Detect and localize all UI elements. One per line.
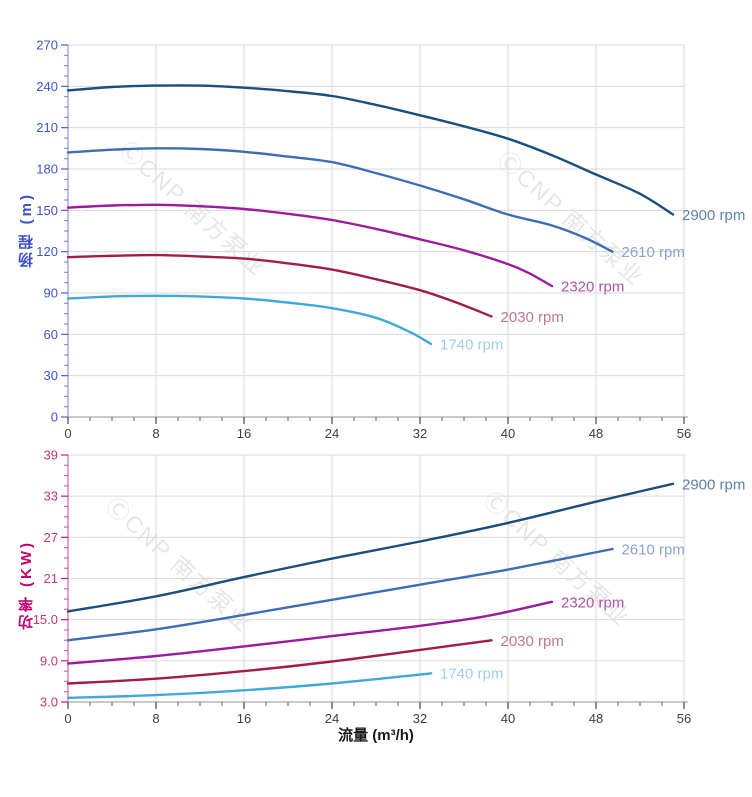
x-tick-label: 16 [237, 426, 251, 441]
y-tick-label: 33 [44, 489, 58, 504]
curve-2900-rpm [66, 482, 675, 613]
y-tick-label: 90 [44, 286, 58, 301]
head-axis-title: 扬程 (m) [18, 192, 35, 268]
curve-2030-rpm [66, 253, 493, 318]
curve-label-2900-rpm: 2900 rpm [682, 207, 745, 224]
x-tick-label: 32 [413, 426, 427, 441]
head-chart: ⒸCNP 南方泵业 ⒸCNP 南方泵业0306090120150180210240… [36, 38, 745, 442]
curve-label-2030-rpm: 2030 rpm [501, 633, 564, 650]
curve-label-2610-rpm: 2610 rpm [622, 541, 685, 558]
x-tick-label: 0 [64, 426, 71, 441]
y-tick-label: 210 [36, 120, 58, 135]
y-tick-label: 120 [36, 244, 58, 259]
power-axis-title: 功率 (KW) [18, 540, 35, 631]
x-tick-label: 8 [152, 711, 159, 726]
y-tick-label: 27 [44, 530, 58, 545]
flow-axis-title: 流量 (m³/h) [338, 727, 414, 744]
curve-2610-rpm [66, 547, 614, 642]
y-tick-label: 0 [51, 410, 58, 425]
curve-1740-rpm [66, 294, 433, 346]
curve-2320-rpm [66, 203, 554, 288]
y-tick-label: 21 [44, 571, 58, 586]
x-tick-label: 0 [64, 711, 71, 726]
x-tick-label: 32 [413, 711, 427, 726]
x-tick-label: 8 [152, 426, 159, 441]
curve-label-2320-rpm: 2320 rpm [561, 279, 624, 296]
x-tick-label: 24 [325, 426, 339, 441]
curve-label-1740-rpm: 1740 rpm [440, 666, 503, 683]
curve-label-2900-rpm: 2900 rpm [682, 476, 745, 493]
x-tick-label: 48 [589, 711, 603, 726]
y-tick-label: 9.0 [40, 653, 58, 668]
x-tick-label: 40 [501, 426, 515, 441]
x-tick-label: 24 [325, 711, 339, 726]
x-tick-label: 48 [589, 426, 603, 441]
curve-label-2610-rpm: 2610 rpm [622, 244, 685, 261]
curve-2320-rpm [66, 600, 554, 665]
x-tick-label: 56 [677, 711, 691, 726]
y-tick-label: 270 [36, 38, 58, 53]
curve-2610-rpm [66, 147, 614, 253]
y-tick-label: 30 [44, 368, 58, 383]
watermark: ⒸCNP 南方泵业 [493, 146, 650, 291]
curve-label-1740-rpm: 1740 rpm [440, 336, 503, 353]
curve-1740-rpm [66, 672, 433, 700]
curve-label-2320-rpm: 2320 rpm [561, 594, 624, 611]
curve-2900-rpm [66, 84, 675, 216]
x-tick-label: 56 [677, 426, 691, 441]
curve-label-2030-rpm: 2030 rpm [501, 309, 564, 326]
y-tick-label: 150 [36, 203, 58, 218]
y-tick-label: 240 [36, 79, 58, 94]
x-tick-label: 40 [501, 711, 515, 726]
curve-2030-rpm [66, 639, 493, 685]
x-tick-label: 16 [237, 711, 251, 726]
y-tick-label: 60 [44, 327, 58, 342]
y-tick-label: 180 [36, 162, 58, 177]
y-tick-label: 3.0 [40, 695, 58, 710]
y-tick-label: 15.0 [33, 612, 58, 627]
y-tick-label: 39 [44, 448, 58, 463]
